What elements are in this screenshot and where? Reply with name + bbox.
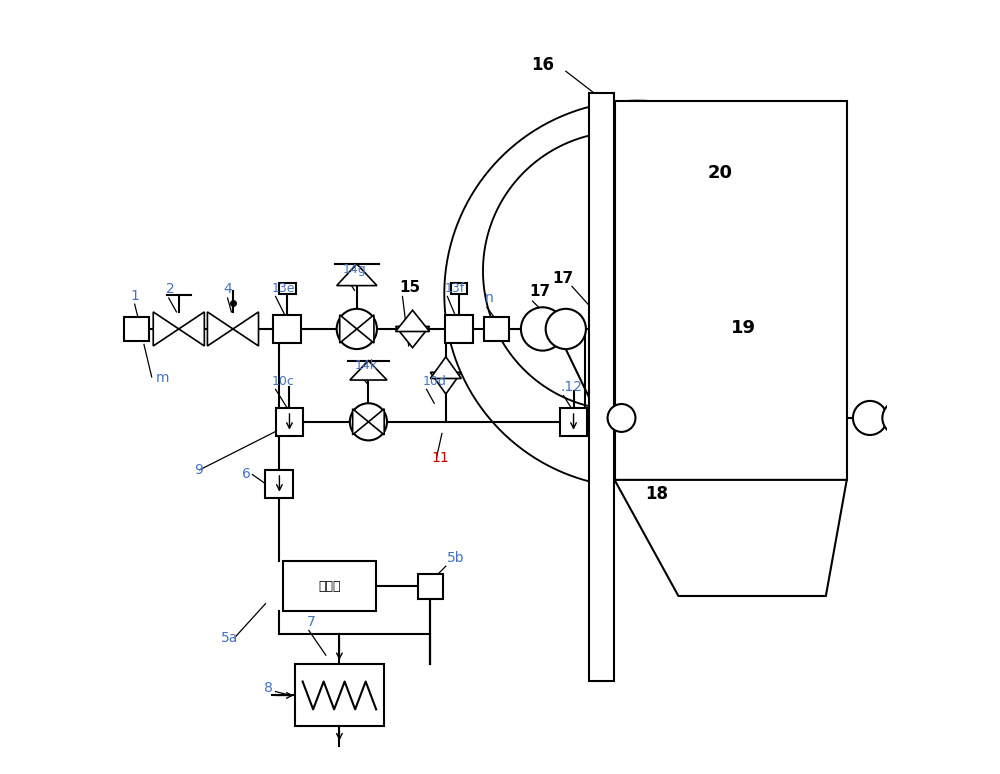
Polygon shape xyxy=(615,480,847,596)
Polygon shape xyxy=(353,409,368,435)
Bar xyxy=(279,283,296,294)
Bar xyxy=(124,317,149,341)
Polygon shape xyxy=(430,372,461,394)
Text: 7: 7 xyxy=(306,615,315,628)
Circle shape xyxy=(350,403,387,440)
Circle shape xyxy=(546,309,586,349)
Text: n: n xyxy=(485,291,493,305)
Polygon shape xyxy=(396,310,430,331)
Text: 4: 4 xyxy=(224,283,232,296)
Polygon shape xyxy=(357,315,374,343)
Polygon shape xyxy=(340,315,357,343)
Text: 8: 8 xyxy=(264,680,273,694)
Polygon shape xyxy=(350,361,387,380)
Circle shape xyxy=(337,309,377,349)
Polygon shape xyxy=(430,357,461,378)
Text: 14k: 14k xyxy=(354,359,377,372)
Text: 1: 1 xyxy=(131,289,140,303)
Text: 16: 16 xyxy=(531,56,554,74)
Text: 10c: 10c xyxy=(272,375,295,388)
Circle shape xyxy=(521,307,564,351)
Circle shape xyxy=(882,401,916,435)
Circle shape xyxy=(853,401,887,435)
Polygon shape xyxy=(233,312,259,346)
Bar xyxy=(445,315,473,343)
Bar xyxy=(273,315,301,343)
Text: 14g: 14g xyxy=(343,263,367,276)
Text: .12: .12 xyxy=(560,380,582,394)
Bar xyxy=(418,574,443,599)
Text: 20: 20 xyxy=(707,164,732,182)
Text: 2: 2 xyxy=(166,283,174,296)
Bar xyxy=(589,93,614,681)
Polygon shape xyxy=(207,312,233,346)
Text: 17: 17 xyxy=(552,270,573,286)
Bar xyxy=(615,101,847,480)
Bar xyxy=(265,470,293,498)
Bar xyxy=(451,283,467,294)
Circle shape xyxy=(608,404,635,432)
Text: 15: 15 xyxy=(399,279,421,295)
Bar xyxy=(295,664,384,726)
Text: 13e: 13e xyxy=(272,282,295,295)
Bar xyxy=(560,408,587,436)
Polygon shape xyxy=(337,264,377,286)
Polygon shape xyxy=(153,312,179,346)
Text: 储水罐: 储水罐 xyxy=(318,580,341,593)
Text: 6: 6 xyxy=(242,467,251,481)
Text: 18: 18 xyxy=(646,485,669,503)
Text: 5b: 5b xyxy=(447,550,465,564)
Text: 19: 19 xyxy=(731,319,756,337)
Bar xyxy=(276,408,303,436)
Text: m: m xyxy=(156,371,169,385)
Text: 9: 9 xyxy=(194,464,203,478)
Text: 17: 17 xyxy=(529,284,551,300)
Text: 5a: 5a xyxy=(221,632,239,646)
Polygon shape xyxy=(179,312,204,346)
Text: 11: 11 xyxy=(432,451,450,465)
Bar xyxy=(484,317,509,341)
Polygon shape xyxy=(368,409,384,435)
Text: 10d: 10d xyxy=(423,375,446,388)
Polygon shape xyxy=(396,327,430,348)
Bar xyxy=(283,561,376,611)
Text: 13f: 13f xyxy=(444,282,465,295)
